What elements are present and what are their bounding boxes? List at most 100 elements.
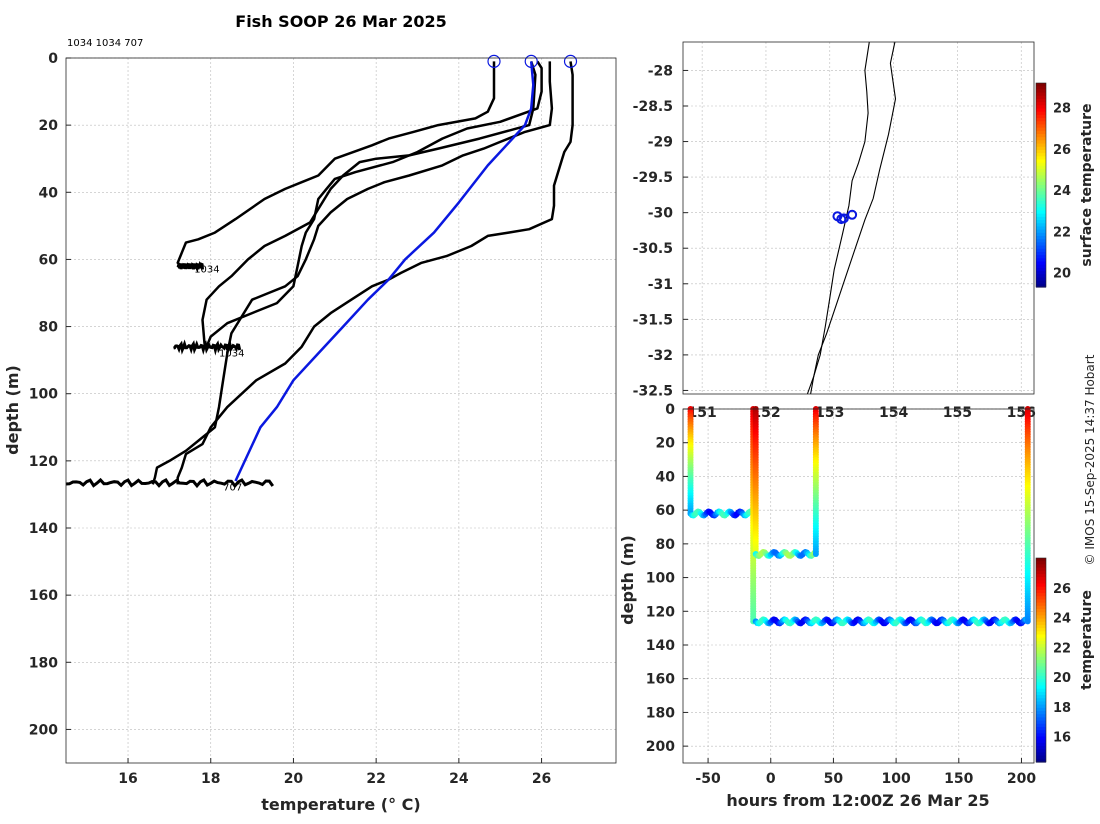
colorbar-segment <box>1036 570 1046 575</box>
colorbar-segment <box>1036 216 1046 221</box>
colorbar-segment <box>1036 605 1046 610</box>
colorbar-segment <box>1036 586 1046 591</box>
profile-y-axis-label: depth (m) <box>3 365 22 455</box>
profile-start-marker <box>524 54 538 68</box>
colorbar-segment <box>1036 153 1046 157</box>
profile-line-1 <box>176 61 496 268</box>
colorbar-segment <box>1036 251 1046 256</box>
map-y-tick-label: -29 <box>648 135 673 151</box>
colorbar-segment <box>1036 181 1046 186</box>
profile-x-tick-label: 26 <box>532 771 551 787</box>
profile-y-tick-label: 200 <box>29 722 58 738</box>
colorbar-segment <box>1036 720 1046 725</box>
profile-y-tick-label: 40 <box>39 185 59 201</box>
section-ticks: -50 0 50 100 150 200 0 20 40 60 80 100 120 140 160 180 2… <box>646 402 1037 787</box>
colorbar-segment <box>1036 185 1046 189</box>
colorbar-segment <box>1036 242 1046 247</box>
colorbar-segment <box>1036 229 1046 234</box>
colorbar-segment <box>1036 277 1046 282</box>
colorbar-segment <box>1036 210 1046 215</box>
track-map-chart: 151 152 153 154 155 156-28-28.5-29-29.5-30-30… <box>633 41 1095 421</box>
colorbar-tick-label: 24 <box>1053 612 1071 627</box>
colorbar-segment <box>1036 159 1046 164</box>
colorbar-segment <box>1036 602 1046 607</box>
map-y-tick-label: -31.5 <box>633 312 673 328</box>
surface-temperature-colorbar: 20 22 24 26 28 <box>1035 82 1071 288</box>
shelf-contour <box>810 41 897 395</box>
colorbar-tick-label: 28 <box>1053 102 1071 117</box>
colorbar-segment <box>1036 631 1046 636</box>
colorbar-segment <box>1036 267 1046 272</box>
map-y-tick-label: -30.5 <box>633 241 673 257</box>
map-y-tick-label: -31 <box>648 277 673 293</box>
profile-x-axis-label: temperature (° C) <box>261 795 420 814</box>
colorbar-tick-label: 22 <box>1053 641 1071 656</box>
colorbar-segment <box>1036 577 1046 581</box>
profile-grid <box>66 57 616 763</box>
section-y-tick-label: 60 <box>656 503 676 519</box>
colorbar-segment <box>1036 127 1046 132</box>
colorbar-segment <box>1036 656 1046 661</box>
colorbar-segment <box>1036 688 1046 693</box>
surface-temperature-colorbar-label: surface temperature <box>1079 103 1095 266</box>
colorbar-segment <box>1036 232 1046 237</box>
colorbar-segment <box>1036 669 1046 674</box>
colorbar-segment <box>1036 583 1046 588</box>
colorbar-segment <box>1036 191 1046 196</box>
profile-y-tick-label: 120 <box>29 454 58 470</box>
section-x-tick-label: 0 <box>766 771 776 787</box>
map-data <box>806 41 897 395</box>
section-y-tick-label: 160 <box>646 672 675 688</box>
section-x-tick-label: 200 <box>1007 771 1036 787</box>
map-grid <box>683 42 1034 394</box>
colorbar-segment <box>1036 707 1046 712</box>
colorbar-segment <box>1036 691 1046 696</box>
profile-y-tick-label: 80 <box>39 320 59 336</box>
map-y-tick-label: -32 <box>648 348 673 364</box>
profile-line-3 <box>205 60 543 348</box>
profile-x-tick-label: 22 <box>366 771 385 787</box>
colorbar-segment <box>1036 573 1046 578</box>
section-y-tick-label: 20 <box>656 436 676 452</box>
colorbar-segment <box>1036 615 1046 620</box>
colorbar-segment <box>1036 245 1046 250</box>
section-y-axis-label: depth (m) <box>618 535 637 625</box>
map-ticks: 151 152 153 154 155 156-28-28.5-29-29.5-30-30… <box>633 63 1036 421</box>
profile-start-marker <box>487 54 501 68</box>
map-y-tick-label: -29.5 <box>633 170 673 186</box>
section-grid <box>683 408 1034 763</box>
profile-line-2 <box>201 61 537 348</box>
section-y-tick-label: 40 <box>656 469 676 485</box>
colorbar-segment <box>1036 758 1046 763</box>
colorbar-segment <box>1036 204 1046 208</box>
map-x-tick-label: 154 <box>879 405 908 421</box>
colorbar-frame <box>1035 557 1047 763</box>
colorbar-segment <box>1036 685 1046 690</box>
colorbar-frame <box>1035 82 1047 288</box>
temperature-colorbar: 16 18 20 22 24 26 <box>1035 557 1071 763</box>
colorbar-segment <box>1036 165 1046 170</box>
colorbar-segment <box>1036 188 1046 192</box>
colorbar-segment <box>1036 175 1046 180</box>
colorbar-segment <box>1036 624 1046 629</box>
colorbar-segment <box>1036 599 1046 604</box>
colorbar-segment <box>1036 118 1046 122</box>
colorbar-segment <box>1036 258 1046 263</box>
colorbar-segment <box>1036 612 1046 616</box>
colorbar-tick-label: 24 <box>1053 184 1071 199</box>
colorbar-segment <box>1036 102 1046 106</box>
profile-ticks: 16 18 20 22 24 26 0 20 40 60 80 100 120 140 160 180 200 <box>29 51 552 787</box>
map-axes-frame <box>682 41 1035 395</box>
section-y-tick-label: 140 <box>646 638 675 654</box>
colorbar-segment <box>1036 172 1046 177</box>
colorbar-segment <box>1036 169 1046 173</box>
profile-axes-frame <box>65 57 617 764</box>
colorbar-segment <box>1036 733 1046 738</box>
colorbar-segment <box>1036 140 1046 145</box>
colorbar-segment <box>1036 752 1046 757</box>
colorbar-segment <box>1036 121 1046 126</box>
colorbar-segment <box>1036 137 1046 141</box>
colorbar-segment <box>1036 746 1046 750</box>
vessel-position-marker <box>838 213 849 224</box>
map-y-tick-label: -30 <box>648 206 674 222</box>
